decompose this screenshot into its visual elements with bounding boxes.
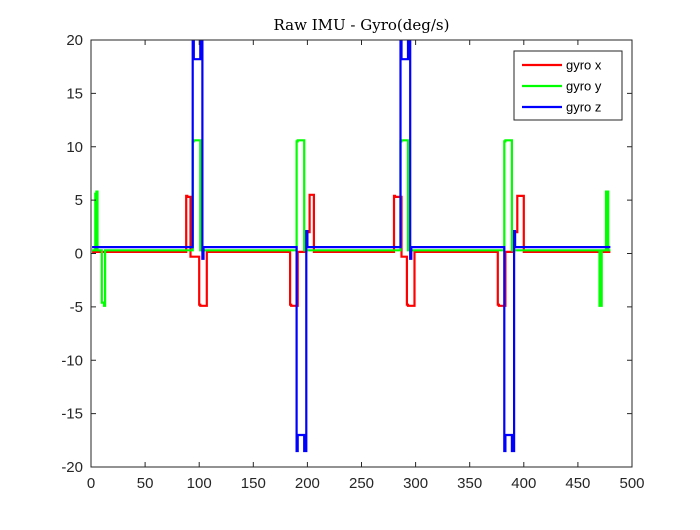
x-tick-label: 250 [349, 475, 374, 492]
y-tick-label: 0 [75, 246, 83, 263]
y-tick-label: 10 [66, 139, 83, 156]
x-tick-label: 400 [511, 475, 536, 492]
y-tick-label: 20 [66, 32, 83, 49]
legend-label: gyro x [566, 58, 602, 73]
x-tick-label: 50 [137, 475, 154, 492]
x-tick-label: 0 [87, 475, 95, 492]
x-tick-label: 300 [403, 475, 428, 492]
y-tick-label: -5 [70, 299, 83, 316]
series-line-gyro-y [92, 139, 611, 307]
chart-title: Raw IMU - Gyro(deg/s) [274, 16, 450, 34]
axis-layer: 0 50 100 150 200 250 300 350 400 450 500-20-15-10-… [61, 32, 644, 492]
y-tick-label: -20 [61, 459, 83, 476]
x-tick-label: 100 [187, 475, 212, 492]
series-line-gyro-z [92, 40, 611, 453]
y-tick-label: -15 [61, 406, 83, 423]
x-tick-label: 450 [565, 475, 590, 492]
x-tick-label: 350 [457, 475, 482, 492]
legend: gyro x gyro y gyro z [513, 50, 623, 121]
legend-label: gyro y [566, 79, 602, 94]
x-tick-label: 150 [241, 475, 266, 492]
series-line-gyro-x [92, 193, 611, 307]
x-tick-label: 200 [295, 475, 320, 492]
legend-label: gyro z [566, 100, 601, 115]
x-tick-label: 500 [619, 475, 644, 492]
y-tick-label: -10 [61, 352, 83, 369]
y-tick-label: 5 [75, 192, 83, 209]
series-layer [92, 40, 611, 453]
y-tick-label: 15 [66, 85, 83, 102]
